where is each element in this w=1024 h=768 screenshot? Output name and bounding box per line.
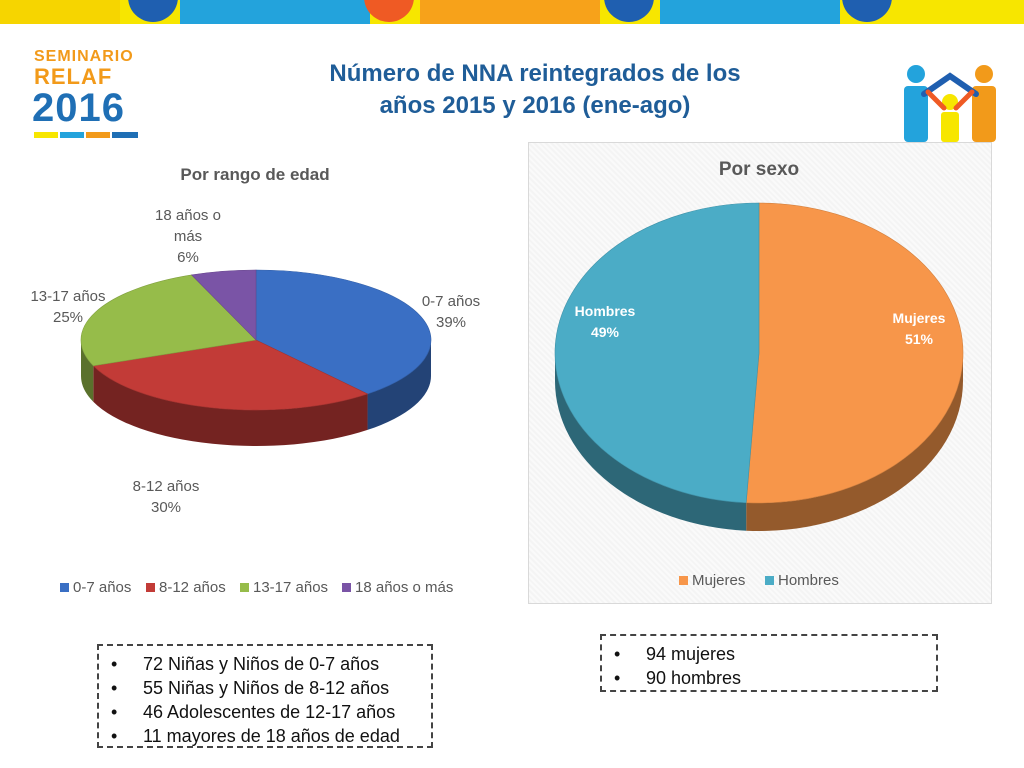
pie-slice: [554, 202, 760, 504]
chart-age-range: Por rango de edad 0-7 años 39% 8-12 años 30…: [20, 150, 510, 610]
data-label: 18 años o: [155, 207, 221, 224]
note-item: 46 Adolescentes de 12-17 años: [99, 700, 431, 724]
pie-slice-side: [93, 365, 368, 446]
age-pie-chart: Por rango de edad 0-7 años 39% 8-12 años 30…: [30, 165, 480, 596]
age-notes-box: 72 Niñas y Niños de 0-7 años 55 Niñas y …: [97, 644, 433, 748]
decor-circle: [364, 0, 414, 22]
legend-item: 8-12 años: [159, 579, 226, 596]
pie-slice-side: [746, 353, 963, 531]
legend-item: Mujeres: [692, 572, 745, 589]
pie-slice-side: [81, 340, 94, 402]
logo-color-bars: [34, 132, 138, 138]
top-color-band: [0, 0, 1024, 24]
legend-swatch: [60, 583, 69, 592]
note-item: 55 Niñas y Niños de 8-12 años: [99, 676, 431, 700]
note-item: 72 Niñas y Niños de 0-7 años: [99, 652, 431, 676]
legend-swatch: [342, 583, 351, 592]
data-label: Hombres: [575, 303, 636, 319]
slide-title: Número de NNA reintegrados de los años 2…: [280, 58, 790, 122]
sex-notes-box: 94 mujeres 90 hombres: [600, 634, 938, 692]
legend-swatch: [146, 583, 155, 592]
data-label: 13-17 años: [30, 288, 105, 305]
legend-swatch: [679, 576, 688, 585]
pie-slice: [92, 339, 369, 411]
seminario-relaf-logo: SEMINARIO RELAF 2016: [32, 48, 142, 144]
sex-pie-chart: Por sexo Mujeres 51% Hombres 49% Mujeres Homb…: [554, 159, 964, 589]
chart-sex: Por sexo Mujeres 51% Hombres 49% Mujeres Homb…: [528, 142, 992, 604]
legend-swatch: [240, 583, 249, 592]
decor-circle: [604, 0, 654, 22]
data-label: 39%: [436, 314, 466, 331]
pie-slice: [745, 202, 964, 504]
legend-swatch: [765, 576, 774, 585]
note-item: 94 mujeres: [602, 642, 936, 666]
chart-title: Por rango de edad: [180, 165, 329, 184]
data-label: 51%: [905, 331, 934, 347]
decor-circle: [128, 0, 178, 22]
note-item: 90 hombres: [602, 666, 936, 690]
legend-item: 0-7 años: [73, 579, 131, 596]
legend-item: 13-17 años: [253, 579, 328, 596]
pie-slice: [190, 269, 257, 341]
family-icon: [904, 65, 996, 142]
data-label: más: [174, 228, 202, 245]
chart-title: Por sexo: [719, 159, 799, 180]
pie-slice-side: [555, 353, 747, 531]
pie-slice: [80, 274, 257, 367]
pie-slice-side: [367, 340, 431, 430]
slide-title-line1: Número de NNA reintegrados de los: [329, 60, 741, 87]
decor-circle: [842, 0, 892, 22]
data-label: 8-12 años: [133, 478, 200, 495]
pie-slice: [255, 269, 432, 395]
note-item: 11 mayores de 18 años de edad: [99, 724, 431, 748]
data-label: 25%: [53, 309, 83, 326]
data-label: 0-7 años: [422, 293, 480, 310]
legend-item: Hombres: [778, 572, 839, 589]
legend-item: 18 años o más: [355, 579, 453, 596]
data-label: 30%: [151, 499, 181, 516]
data-label: 49%: [591, 324, 620, 340]
logo-line2: RELAF: [34, 64, 113, 89]
logo-line1: SEMINARIO: [34, 48, 134, 65]
data-label: Mujeres: [893, 310, 946, 326]
slide-title-line2: años 2015 y 2016 (ene-ago): [379, 92, 691, 119]
logo-line3: 2016: [32, 86, 125, 130]
data-label: 6%: [177, 249, 199, 266]
